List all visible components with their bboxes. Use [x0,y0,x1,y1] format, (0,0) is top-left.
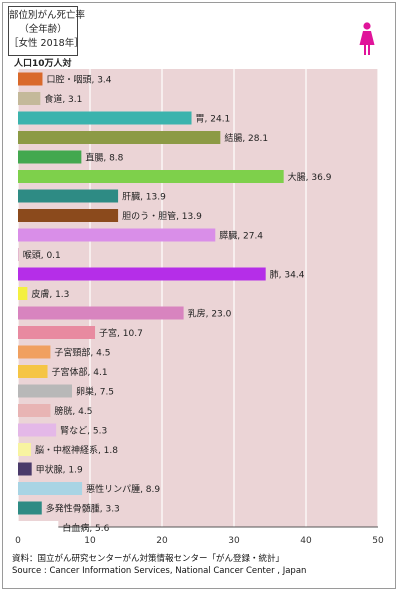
source-caption-en: Source : Cancer Information Services, Na… [12,566,307,576]
chart-title-line-2: （全年齢） [19,24,67,35]
bar [18,443,31,456]
bar [18,345,51,359]
bar [18,228,216,242]
bar [18,209,119,222]
bar [18,404,51,417]
x-tick-label: 40 [300,536,312,546]
bar-label: 白血病, 5.6 [62,522,109,534]
bar [18,521,59,534]
bar-label: 喉頭, 0.1 [23,249,61,261]
x-tick-label: 10 [84,536,96,546]
chart-title-line-3: ［女性 2018年］ [9,38,84,49]
bar-label: 大腸, 36.9 [288,171,332,183]
female-icon [359,22,375,55]
bar [18,501,42,515]
bar-label: 卵巣, 7.5 [76,386,114,398]
bar [18,287,28,300]
x-tick-label: 0 [15,536,21,546]
bar-label: 腎など, 5.3 [60,426,107,437]
x-tick-label: 50 [372,536,384,546]
y-axis-label: 人口10万人対 [13,57,72,69]
bar-label: 口腔・咽頭, 3.4 [46,74,111,86]
bar-label: 食道, 3.1 [44,93,82,105]
bar-label: 肝臓, 13.9 [122,192,166,203]
source-caption-ja: 資料：国立がん研究センターがん対策情報センター「がん登録・統計」 [12,554,285,564]
bar-label: 胆のう・胆管, 13.9 [122,210,202,222]
bar-label: 子宮, 10.7 [99,327,143,339]
bar [18,131,221,144]
bar-label: 直腸, 8.8 [85,152,123,164]
bar [18,248,19,261]
bar [18,150,82,164]
bar [18,482,83,495]
source-caption: 資料：国立がん研究センターがん対策情報センター「がん登録・統計」 Source … [12,553,306,577]
bar-label: 甲状腺, 1.9 [36,464,83,476]
bar-label: 子宮体部, 4.1 [52,366,108,378]
chart-title-line-1: 部位別がん死亡率 [9,10,86,21]
bar-label: 結腸, 28.1 [224,132,268,144]
bar [18,92,41,105]
plot-background [18,69,378,527]
bar-label: 悪性リンパ腫, 8.9 [86,483,160,495]
bar [18,423,57,437]
bar [18,384,72,398]
bar-label: 膵臓, 27.4 [219,231,263,242]
x-tick-label: 20 [156,536,168,546]
bar [18,189,119,203]
bar [18,72,43,86]
bar-label: 肺, 34.4 [270,270,305,281]
bar-label: 脳・中枢神経系, 1.8 [35,444,118,456]
bar [18,267,266,281]
bar-label: 多発性骨髄腫, 3.3 [46,503,120,515]
bar [18,306,184,320]
bar-label: 膀胱, 4.5 [54,405,92,417]
chart-title-box: 部位別がん死亡率 （全年齢） ［女性 2018年］ [8,6,86,56]
bar-label: 胃, 24.1 [196,114,231,125]
bar [18,111,192,125]
x-tick-label: 30 [228,536,240,546]
bar [18,170,284,183]
bar [18,365,48,378]
bar-label: 乳房, 23.0 [188,308,232,320]
bar-label: 子宮頸部, 4.5 [54,347,110,359]
bar [18,462,32,476]
bar [18,326,96,339]
bar-label: 皮膚, 1.3 [31,288,69,300]
